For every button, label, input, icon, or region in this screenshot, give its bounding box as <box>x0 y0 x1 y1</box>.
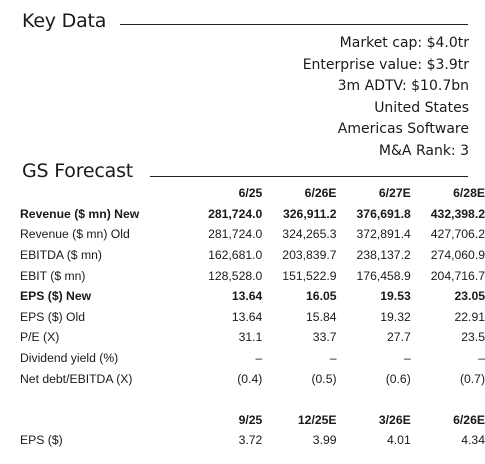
annual-header-row: 6/25 6/26E 6/27E 6/28E <box>20 183 485 204</box>
row-label: EBIT ($ mn) <box>20 268 86 283</box>
header-cell: 6/27E <box>378 186 411 201</box>
row-label: Revenue ($ mn) Old <box>20 227 130 242</box>
value-cell: 372,891.4 <box>356 227 411 242</box>
value-cell: – <box>478 351 485 366</box>
value-cell: 376,691.8 <box>356 206 411 221</box>
row-label: EBITDA ($ mn) <box>20 248 102 263</box>
value-cell: (0.4) <box>237 371 263 386</box>
quarterly-header-row: 9/25 12/25E 3/26E 6/26E <box>20 410 485 431</box>
value-cell: 13.64 <box>231 289 263 304</box>
value-cell: 274,060.9 <box>430 248 485 263</box>
value-cell: 238,137.2 <box>356 248 411 263</box>
value-cell: 281,724.0 <box>208 206 263 221</box>
value-cell: – <box>329 351 337 366</box>
table-row: EPS ($) New 13.64 16.05 19.53 23.05 <box>20 286 485 307</box>
header-cell: 6/26E <box>304 186 337 201</box>
value-cell: 162,681.0 <box>208 248 263 263</box>
gs-forecast-rule <box>150 176 468 177</box>
value-cell: – <box>403 351 411 366</box>
value-cell: 128,528.0 <box>208 268 263 283</box>
gs-forecast-title: GS Forecast <box>22 160 134 182</box>
market-cap: Market cap: $4.0tr <box>339 35 469 51</box>
value-cell: 27.7 <box>387 330 411 345</box>
header-cell: 12/25E <box>297 412 337 427</box>
table-row: Revenue ($ mn) New 281,724.0 326,911.2 3… <box>20 204 485 225</box>
row-label: EPS ($) New <box>20 289 92 304</box>
value-cell: 15.84 <box>306 309 337 324</box>
table-row: Dividend yield (%) – – – – <box>20 348 485 369</box>
row-label: Dividend yield (%) <box>20 351 119 366</box>
table-row: P/E (X) 31.1 33.7 27.7 23.5 <box>20 327 485 348</box>
forecast-table: 6/25 6/26E 6/27E 6/28E Revenue ($ mn) Ne… <box>20 183 485 451</box>
header-cell: 3/26E <box>378 412 411 427</box>
value-cell: 324,265.3 <box>282 227 337 242</box>
value-cell: (0.5) <box>311 371 337 386</box>
value-cell: (0.7) <box>459 371 485 386</box>
value-cell: 16.05 <box>306 289 337 304</box>
table-row: EBITDA ($ mn) 162,681.0 203,839.7 238,13… <box>20 245 485 266</box>
value-cell: 176,458.9 <box>356 268 411 283</box>
country: United States <box>374 99 469 116</box>
value-cell: 31.1 <box>238 330 263 345</box>
table-row: EPS ($) Old 13.64 15.84 19.32 22.91 <box>20 307 485 328</box>
value-cell: 3.72 <box>238 433 263 448</box>
value-cell: 3.99 <box>312 433 337 448</box>
row-label: P/E (X) <box>20 330 60 345</box>
spacer-row <box>20 389 485 410</box>
table-row: Net debt/EBITDA (X) (0.4) (0.5) (0.6) (0… <box>20 368 485 389</box>
value-cell: 281,724.0 <box>208 227 263 242</box>
table-row: Revenue ($ mn) Old 281,724.0 324,265.3 3… <box>20 224 485 245</box>
adtv: 3m ADTV: $10.7bn <box>337 78 469 94</box>
value-cell: 203,839.7 <box>282 248 337 263</box>
table-row: EBIT ($ mn) 128,528.0 151,522.9 176,458.… <box>20 265 485 286</box>
value-cell: 151,522.9 <box>282 268 337 283</box>
value-cell: 427,706.2 <box>430 227 485 242</box>
key-data-rule <box>120 24 468 25</box>
value-cell: – <box>255 351 263 366</box>
value-cell: 22.91 <box>454 309 485 324</box>
header-cell: 9/25 <box>238 412 263 427</box>
value-cell: (0.6) <box>385 371 411 386</box>
value-cell: 23.5 <box>461 330 485 345</box>
key-data-title: Key Data <box>22 10 107 32</box>
row-label: EPS ($) Old <box>20 309 86 324</box>
value-cell: 4.01 <box>387 433 411 448</box>
value-cell: 204,716.7 <box>430 268 485 283</box>
header-cell: 6/25 <box>238 186 263 201</box>
value-cell: 432,398.2 <box>430 206 485 221</box>
row-label: EPS ($) <box>20 433 63 448</box>
value-cell: 33.7 <box>312 330 337 345</box>
ma-rank: M&A Rank: 3 <box>378 142 469 159</box>
value-cell: 13.64 <box>231 309 263 324</box>
sector: Americas Software <box>337 121 469 137</box>
key-data-list: Market cap: $4.0tr Enterprise value: $3.… <box>303 33 469 162</box>
value-cell: 19.32 <box>380 309 411 324</box>
header-cell: 6/26E <box>453 412 485 427</box>
value-cell: 19.53 <box>380 289 411 304</box>
row-label: Net debt/EBITDA (X) <box>20 371 133 386</box>
value-cell: 326,911.2 <box>282 206 337 221</box>
table-row: EPS ($) 3.72 3.99 4.01 4.34 <box>20 430 485 451</box>
row-label: Revenue ($ mn) New <box>20 206 140 221</box>
value-cell: 23.05 <box>454 289 485 304</box>
header-cell: 6/28E <box>453 186 485 201</box>
enterprise-value: Enterprise value: $3.9tr <box>302 56 469 73</box>
value-cell: 4.34 <box>461 433 485 448</box>
